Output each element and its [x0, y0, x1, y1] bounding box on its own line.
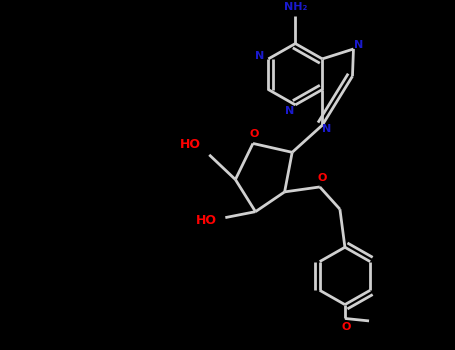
- Text: O: O: [318, 173, 327, 183]
- Text: NH₂: NH₂: [283, 2, 307, 13]
- Text: O: O: [341, 322, 351, 332]
- Text: HO: HO: [180, 138, 201, 152]
- Text: N: N: [255, 51, 264, 62]
- Text: O: O: [249, 128, 258, 139]
- Text: N: N: [285, 106, 294, 116]
- Text: N: N: [354, 40, 363, 50]
- Text: N: N: [322, 124, 331, 134]
- Text: HO: HO: [196, 214, 217, 226]
